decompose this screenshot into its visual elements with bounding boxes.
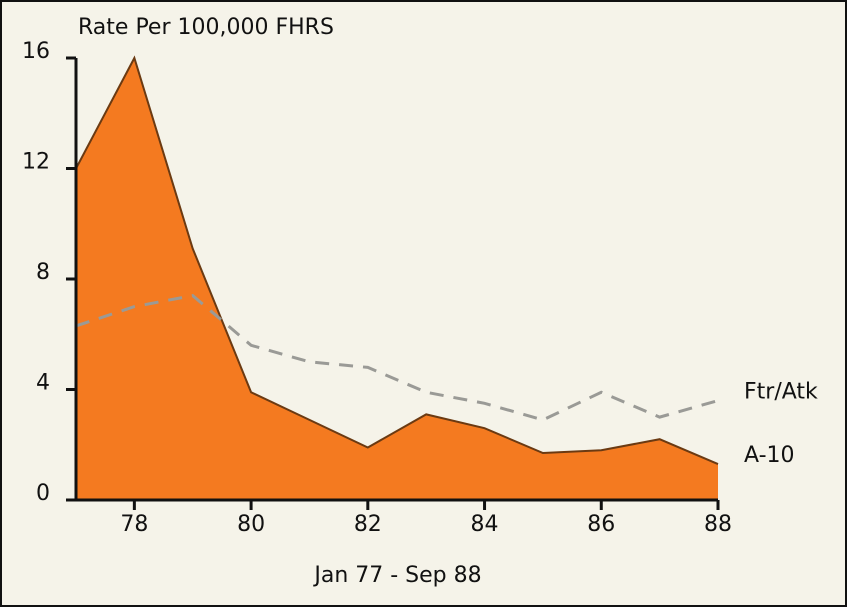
- y-axis-label: Rate Per 100,000 FHRS: [78, 15, 334, 40]
- y-tick-label: 12: [22, 150, 50, 175]
- y-tick-label: 0: [36, 481, 50, 506]
- line: [75, 293, 719, 422]
- area: [76, 58, 718, 500]
- y-tick-label: 4: [36, 371, 50, 396]
- x-tick-label: 84: [471, 512, 499, 537]
- x-tick-label: 88: [704, 512, 732, 537]
- x-tick-label: 78: [120, 512, 148, 537]
- x-axis-label: Jan 77 - Sep 88: [312, 563, 481, 588]
- y-tick-label: 16: [22, 39, 50, 64]
- x-tick-label: 82: [354, 512, 382, 537]
- x-tick-label: 86: [587, 512, 615, 537]
- series-label: Ftr/Atk: [744, 380, 818, 405]
- y-tick-label: 8: [36, 260, 50, 285]
- x-tick-label: 80: [237, 512, 265, 537]
- series-label: A-10: [744, 443, 795, 468]
- line: [75, 55, 719, 466]
